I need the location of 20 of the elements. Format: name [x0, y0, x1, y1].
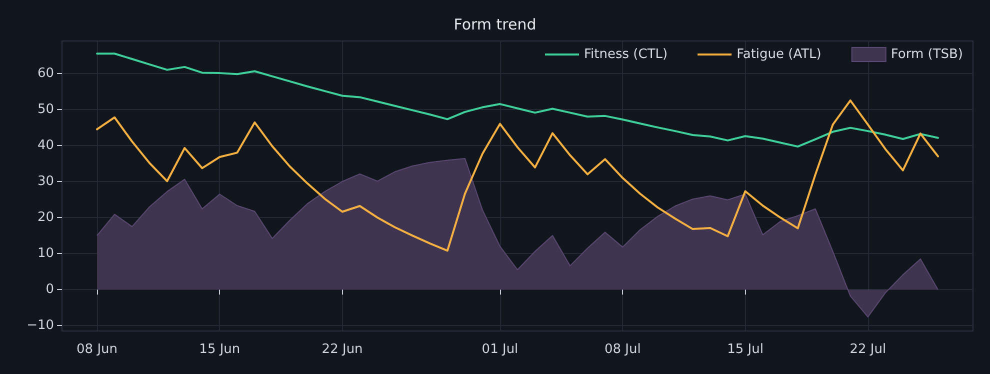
chart-title: Form trend	[454, 16, 536, 34]
y-tick-label: 30	[37, 174, 54, 189]
y-tick-label: 0	[46, 282, 54, 298]
legend-label: Fatigue (ATL)	[736, 47, 822, 62]
x-tick-label: 08 Jun	[76, 342, 118, 357]
x-tick-label: 15 Jun	[199, 342, 240, 357]
y-tick-label: 40	[37, 138, 54, 153]
legend-label: Fitness (CTL)	[584, 47, 668, 62]
y-tick-label: 10	[37, 246, 54, 262]
x-tick-label: 22 Jun	[322, 342, 363, 357]
y-tick-label: −10	[26, 318, 54, 334]
x-tick-label: 08 Jul	[604, 342, 641, 357]
y-tick-label: 20	[37, 210, 54, 226]
legend-label: Form (TSB)	[890, 47, 964, 62]
x-tick-label: 22 Jul	[850, 342, 886, 357]
x-tick-label: 15 Jul	[727, 342, 764, 357]
y-tick-label: 60	[37, 66, 54, 81]
line-series	[96, 99, 939, 252]
y-tick-label: 50	[37, 102, 54, 117]
x-tick-label: 01 Jul	[482, 342, 518, 357]
